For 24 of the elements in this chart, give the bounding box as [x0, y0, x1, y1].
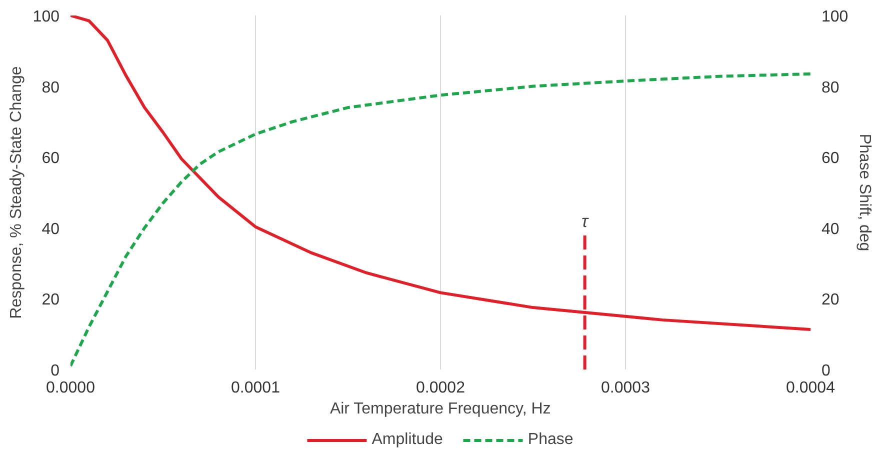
y-axis-title: Response, % Steady-State Change	[8, 66, 25, 319]
line-series	[70, 72, 810, 368]
x-axis-title: Air Temperature Frequency, Hz	[330, 400, 551, 418]
legend-label: Phase	[528, 431, 574, 449]
y2-tick-label: 0	[822, 362, 830, 380]
y-tick-label: 60	[42, 150, 60, 168]
x-tick-label: 0.0001	[231, 380, 280, 396]
y-tick-label: 40	[42, 220, 60, 238]
y2-axis-title: Phase Shift, deg	[856, 134, 874, 252]
legend-label: Amplitude	[372, 431, 443, 449]
y2-tick-label: 80	[822, 79, 840, 96]
x-tick-label: 0.0004	[786, 380, 836, 396]
y2-tick-label: 40	[822, 220, 840, 238]
y-tick-label: 0	[50, 362, 60, 380]
y2-tick-label: 20	[822, 292, 840, 309]
y-tick-label: 20	[42, 292, 60, 309]
x-tick-label: 0.0002	[416, 380, 466, 396]
y2-tick-label: 100	[822, 8, 848, 26]
y2-tick-label: 60	[822, 150, 840, 168]
x-tick-label: 0.0003	[601, 380, 650, 396]
x-tick-label: 0.0000	[46, 380, 96, 396]
y-tick-label: 100	[32, 8, 60, 26]
ref-line-label: τ	[582, 210, 590, 231]
y-tick-label: 80	[42, 79, 60, 96]
